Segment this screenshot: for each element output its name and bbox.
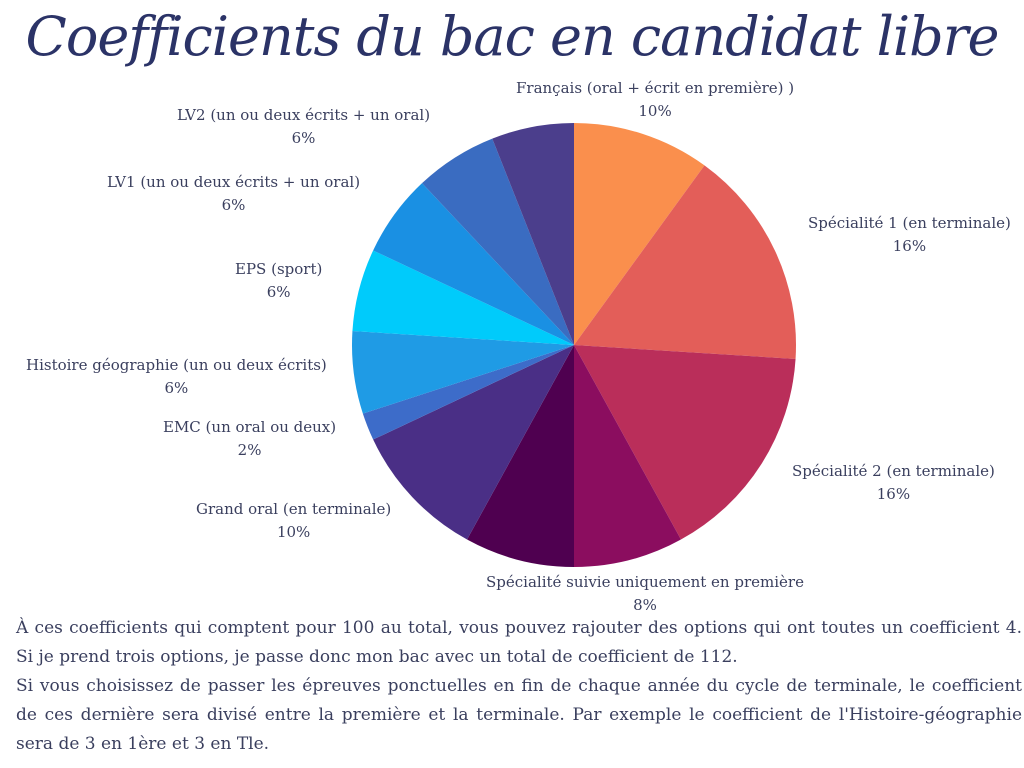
label-lv2: LV2 (un ou deux écrits + un oral) 6%: [177, 106, 431, 147]
pie-slice-11: [492, 123, 574, 345]
pie-slice-6: [362, 345, 574, 440]
pie-slice-2: [574, 345, 796, 540]
label-specialite-2: Spécialité 2 (en terminale) 16%: [792, 462, 995, 503]
pie-slice-1: [574, 165, 796, 359]
explanatory-note: À ces coefficients qui comptent pour 100…: [16, 614, 1022, 759]
label-emc: EMC (un oral ou deux) 2%: [163, 418, 337, 459]
pie-slice-4: [467, 345, 574, 567]
pie-slice-0: [574, 123, 705, 345]
pie-slice-10: [422, 138, 574, 345]
label-specialite-1: Spécialité 1 (en terminale) 16%: [808, 214, 1011, 255]
note-paragraph-1: À ces coefficients qui comptent pour 100…: [16, 618, 1022, 667]
label-histoire-geo: Histoire géographie (un ou deux écrits) 6…: [26, 356, 327, 397]
label-specialite-premiere: Spécialité suivie uniquement en première…: [486, 573, 804, 614]
pie-slice-5: [373, 345, 574, 540]
label-lv1: LV1 (un ou deux écrits + un oral) 6%: [107, 173, 361, 214]
pie-slice-9: [373, 183, 574, 345]
label-francais: Français (oral + écrit en première) ) 10%: [516, 79, 795, 120]
pie-slice-8: [352, 250, 574, 345]
label-eps: EPS (sport) 6%: [235, 260, 323, 301]
label-grand-oral: Grand oral (en terminale) 10%: [196, 500, 392, 541]
note-paragraph-2: Si vous choisissez de passer les épreuve…: [16, 676, 1022, 754]
pie-slice-3: [574, 345, 681, 567]
pie-slice-7: [352, 331, 574, 414]
chart-title: Coefficients du bac en candidat libre: [25, 5, 1000, 68]
